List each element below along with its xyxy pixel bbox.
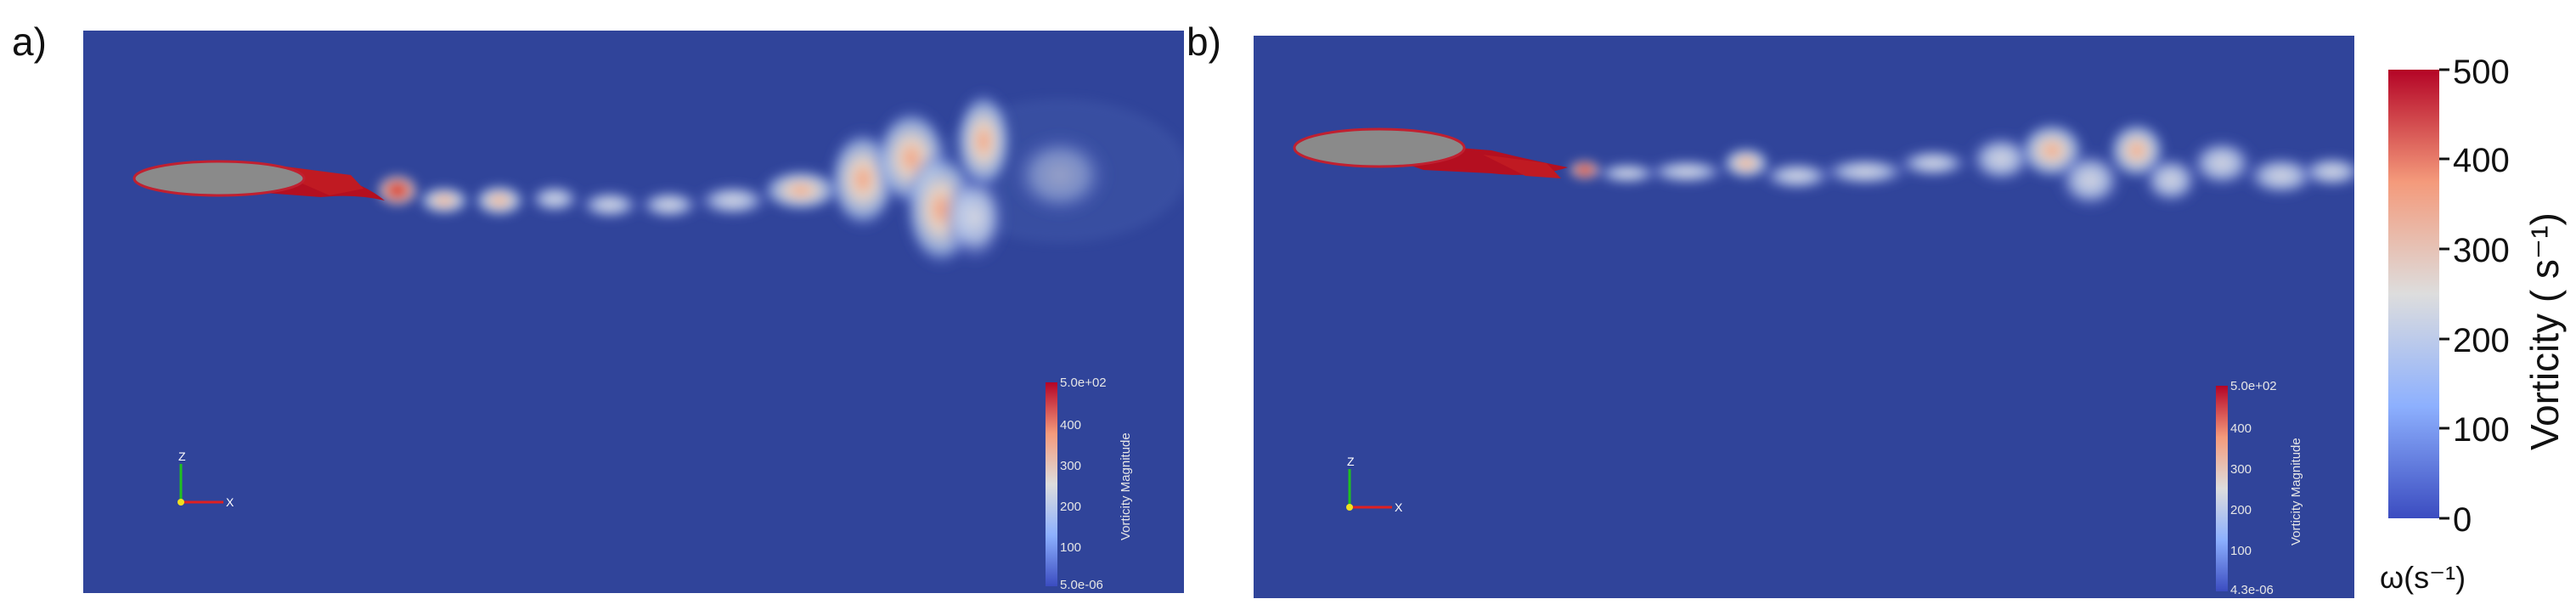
legend-title: Vorticity Magnitude [2289,438,2303,545]
legend-tick: 100 [1060,540,1081,555]
colorbar-tick-label: 200 [2453,322,2510,359]
airfoil-a [132,160,385,201]
axis-z-label: Z [1347,455,1355,468]
legend-min: 5.0e-06 [1060,578,1103,592]
legend-title: Vorticity Magnitude [1119,432,1133,540]
legend-tick: 400 [2230,421,2252,436]
axis-x-label: X [1395,500,1403,514]
colorbar-tick-label: 500 [2453,54,2510,91]
airfoil-b [1293,127,1568,178]
colorbar-unit-label: ω(s⁻¹) [2380,560,2466,595]
legend-min: 4.3e-06 [2230,583,2274,597]
legend-a: 5.0e+02 400 300 200 100 5.0e-06 Vorticit… [1046,376,1133,592]
legend-tick: 100 [2230,544,2252,558]
colorbar-gradient [2388,70,2439,518]
colorbar-tick-label: 0 [2453,501,2472,539]
vortex-street [1568,121,2354,210]
axes-triad-a: Z X [178,449,234,509]
shared-colorbar: 500 400 300 200 100 0 Vorticity ( s⁻¹) ω… [2380,54,2567,595]
legend-bar [1046,382,1057,586]
legend-bar [2216,386,2228,591]
panel-label-b: b) [1187,20,1221,64]
legend-tick: 300 [2230,462,2252,477]
colorbar-tick-label: 100 [2453,411,2510,449]
axes-triad-b: Z X [1346,455,1403,514]
vorticity-plot-a: Z X 5.0e+02 400 300 200 100 5.0e-06 Vort… [83,31,1184,593]
legend-tick: 400 [1060,418,1081,432]
legend-tick: 200 [2230,503,2252,517]
colorbar-title: Vorticity ( s⁻¹) [2522,212,2567,450]
panel-label-a: a) [12,20,47,64]
plot-background [1254,36,2354,598]
colorbar-ticks [2439,68,2449,520]
legend-tick: 300 [1060,459,1081,473]
legend-b: 5.0e+02 400 300 200 100 4.3e-06 Vorticit… [2216,379,2303,597]
axis-x-label: X [226,495,234,509]
colorbar-tick-label: 400 [2453,142,2510,179]
legend-max: 5.0e+02 [2230,379,2277,393]
colorbar-tick-label: 300 [2453,232,2510,269]
vortex-street [375,90,1111,268]
axis-z-label: Z [178,449,186,463]
vorticity-plot-b: Z X 5.0e+02 400 300 200 100 4.3e-06 Vort… [1254,36,2354,598]
legend-max: 5.0e+02 [1060,376,1107,390]
legend-tick: 200 [1060,500,1081,514]
